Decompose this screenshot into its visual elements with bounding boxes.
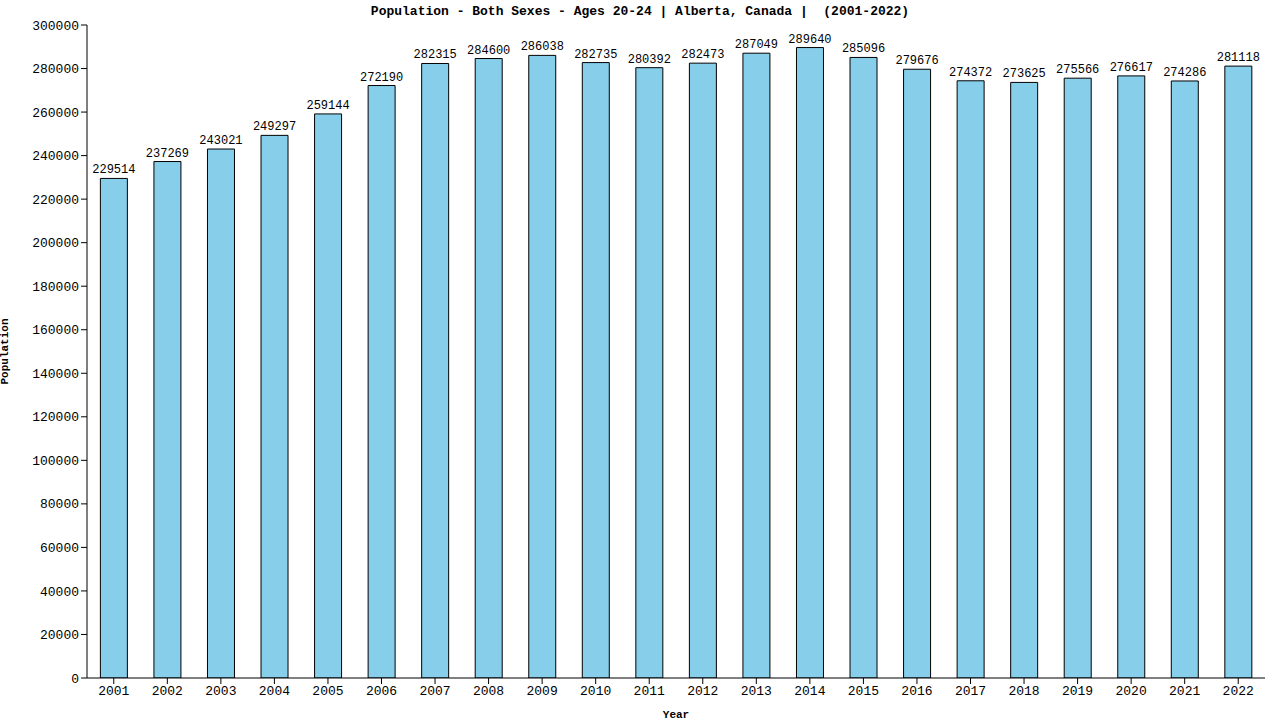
svg-text:282735: 282735	[574, 48, 617, 62]
svg-text:2021: 2021	[1169, 684, 1200, 699]
svg-text:220000: 220000	[32, 193, 79, 208]
svg-text:200000: 200000	[32, 236, 79, 251]
svg-text:260000: 260000	[32, 106, 79, 121]
svg-text:274372: 274372	[949, 66, 992, 80]
svg-text:274286: 274286	[1163, 66, 1206, 80]
svg-text:160000: 160000	[32, 323, 79, 338]
svg-text:281118: 281118	[1217, 51, 1260, 65]
svg-text:80000: 80000	[40, 497, 79, 512]
svg-text:2019: 2019	[1062, 684, 1093, 699]
svg-text:240000: 240000	[32, 149, 79, 164]
svg-text:20000: 20000	[40, 628, 79, 643]
svg-text:2006: 2006	[366, 684, 397, 699]
svg-text:276617: 276617	[1110, 61, 1153, 75]
svg-text:273625: 273625	[1003, 67, 1046, 81]
svg-text:286038: 286038	[521, 40, 564, 54]
svg-text:40000: 40000	[40, 585, 79, 600]
svg-text:2007: 2007	[419, 684, 450, 699]
svg-text:279676: 279676	[895, 54, 938, 68]
svg-text:259144: 259144	[306, 99, 349, 113]
svg-text:2010: 2010	[580, 684, 611, 699]
svg-text:287049: 287049	[735, 38, 778, 52]
svg-text:275566: 275566	[1056, 63, 1099, 77]
svg-text:2016: 2016	[901, 684, 932, 699]
svg-text:237269: 237269	[146, 147, 189, 161]
svg-text:0: 0	[71, 672, 79, 687]
svg-text:284600: 284600	[467, 44, 510, 58]
svg-text:2014: 2014	[794, 684, 825, 699]
svg-text:229514: 229514	[92, 163, 135, 177]
svg-text:180000: 180000	[32, 280, 79, 295]
svg-text:2015: 2015	[848, 684, 879, 699]
html-text:Population - Both Sexes - Ages: Population - Both Sexes - Ages 20-24 | A…	[370, 4, 910, 19]
svg-text:Year: Year	[663, 709, 689, 720]
svg-text:2011: 2011	[634, 684, 665, 699]
svg-text:2022: 2022	[1223, 684, 1254, 699]
svg-text:280000: 280000	[32, 62, 79, 77]
svg-text:282315: 282315	[414, 48, 457, 62]
svg-text:2005: 2005	[312, 684, 343, 699]
svg-text:2012: 2012	[687, 684, 718, 699]
svg-text:120000: 120000	[32, 410, 79, 425]
svg-text:249297: 249297	[253, 120, 296, 134]
svg-text:272190: 272190	[360, 71, 403, 85]
svg-text:100000: 100000	[32, 454, 79, 469]
svg-text:300000: 300000	[32, 19, 79, 34]
svg-text:280392: 280392	[628, 53, 671, 67]
svg-text:289640: 289640	[788, 33, 831, 47]
svg-text:2009: 2009	[527, 684, 558, 699]
svg-text:Population: Population	[8, 318, 11, 384]
svg-text:2017: 2017	[955, 684, 986, 699]
svg-text:60000: 60000	[40, 541, 79, 556]
svg-text:285096: 285096	[842, 42, 885, 56]
svg-text:2008: 2008	[473, 684, 504, 699]
svg-text:243021: 243021	[199, 134, 242, 148]
svg-text:282473: 282473	[681, 48, 724, 62]
svg-text:2013: 2013	[741, 684, 772, 699]
svg-text:2020: 2020	[1116, 684, 1147, 699]
svg-text:2001: 2001	[98, 684, 129, 699]
svg-text:140000: 140000	[32, 367, 79, 382]
svg-text:2004: 2004	[259, 684, 290, 699]
svg-text:2002: 2002	[152, 684, 183, 699]
svg-text:2003: 2003	[205, 684, 236, 699]
svg-text:2018: 2018	[1008, 684, 1039, 699]
